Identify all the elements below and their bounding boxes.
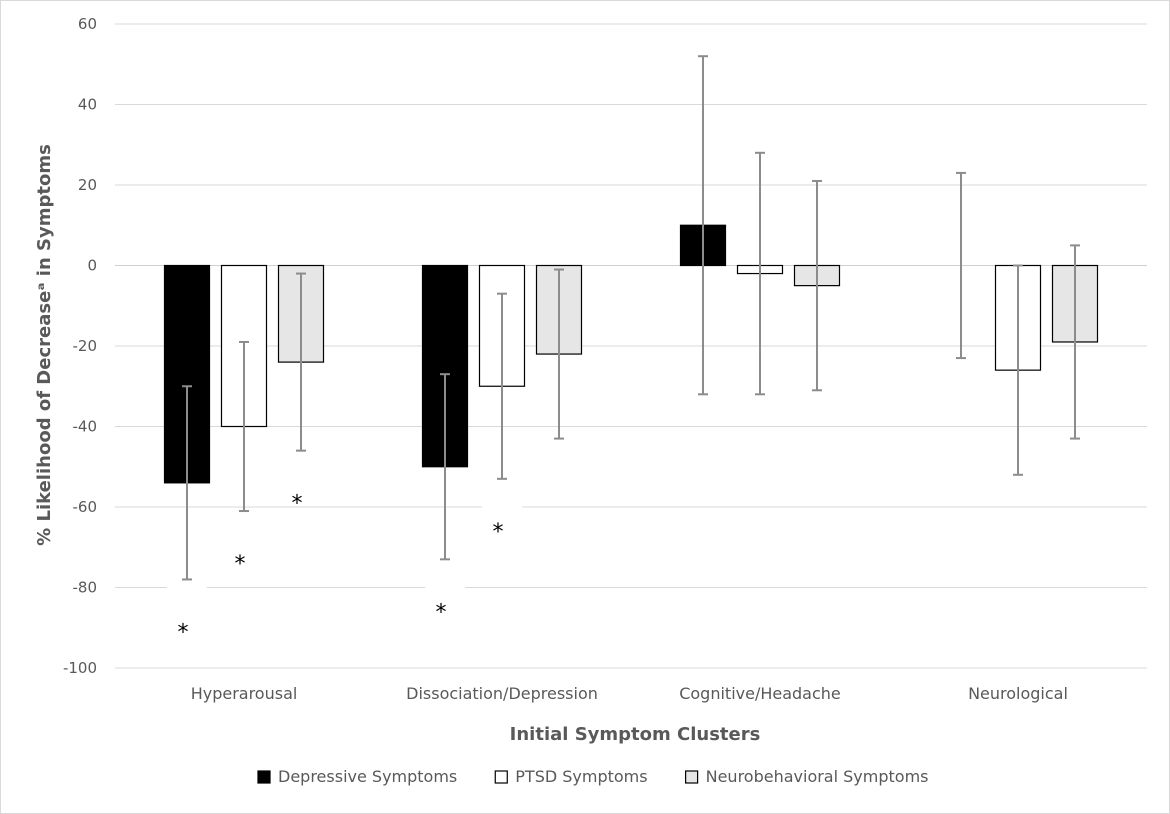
y-tick-label: 0 <box>87 257 97 275</box>
y-tick-label: 40 <box>78 96 97 114</box>
legend-label: Neurobehavioral Symptoms <box>706 767 929 786</box>
legend-swatch <box>257 770 271 784</box>
x-category-label: Neurological <box>968 684 1068 703</box>
significance-marker: * <box>235 552 246 577</box>
legend-swatch <box>685 770 699 784</box>
y-tick-label: -100 <box>63 659 97 677</box>
legend: Depressive Symptoms PTSD Symptoms Neurobeh… <box>257 767 929 786</box>
significance-marker: * <box>436 600 447 625</box>
x-category-label: Dissociation/Depression <box>406 684 598 703</box>
significance-backdrop <box>482 484 522 521</box>
significance-backdrop <box>224 517 264 554</box>
significance-marker: * <box>178 620 189 645</box>
x-category-label: Cognitive/Headache <box>679 684 841 703</box>
x-axis-title: Initial Symptom Clusters <box>510 724 761 745</box>
y-tick-label: -60 <box>73 498 98 516</box>
legend-label: PTSD Symptoms <box>515 767 647 786</box>
y-tick-label: -40 <box>73 418 98 436</box>
legend-swatch <box>494 770 508 784</box>
significance-backdrop <box>281 456 321 493</box>
significance-marker: * <box>292 492 303 517</box>
significance-backdrop <box>167 585 207 622</box>
significance-backdrop <box>425 565 465 602</box>
significance-marker: * <box>493 520 504 545</box>
y-tick-label: -20 <box>73 337 98 355</box>
x-category-label: Hyperarousal <box>191 684 298 703</box>
y-axis-title: % Likelihood of Decreaseᵃ in Symptoms <box>34 144 55 546</box>
y-tick-label: -80 <box>73 579 98 597</box>
y-tick-label: 60 <box>78 15 97 33</box>
y-tick-label: 20 <box>78 176 97 194</box>
legend-label: Depressive Symptoms <box>278 767 457 786</box>
